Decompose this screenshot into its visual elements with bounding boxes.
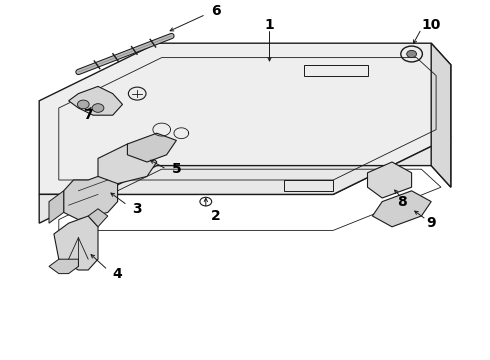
Polygon shape <box>88 209 108 227</box>
Polygon shape <box>98 144 157 184</box>
Circle shape <box>407 50 416 58</box>
Polygon shape <box>39 43 451 194</box>
Polygon shape <box>64 173 118 220</box>
Text: 5: 5 <box>172 162 181 176</box>
Polygon shape <box>69 86 122 115</box>
Text: 9: 9 <box>426 216 436 230</box>
Polygon shape <box>54 216 98 270</box>
Text: 7: 7 <box>83 108 93 122</box>
Text: 8: 8 <box>397 195 407 208</box>
Circle shape <box>92 104 104 112</box>
Polygon shape <box>431 43 451 187</box>
Polygon shape <box>127 133 176 162</box>
Polygon shape <box>372 191 431 227</box>
Circle shape <box>77 100 89 109</box>
Polygon shape <box>368 162 412 198</box>
Text: 1: 1 <box>265 18 274 32</box>
Polygon shape <box>39 137 451 223</box>
Text: 6: 6 <box>211 4 220 18</box>
Text: 2: 2 <box>211 209 220 223</box>
Text: 4: 4 <box>113 267 122 280</box>
Text: 3: 3 <box>132 202 142 216</box>
Text: 10: 10 <box>421 18 441 32</box>
Polygon shape <box>49 259 78 274</box>
Polygon shape <box>49 191 64 223</box>
